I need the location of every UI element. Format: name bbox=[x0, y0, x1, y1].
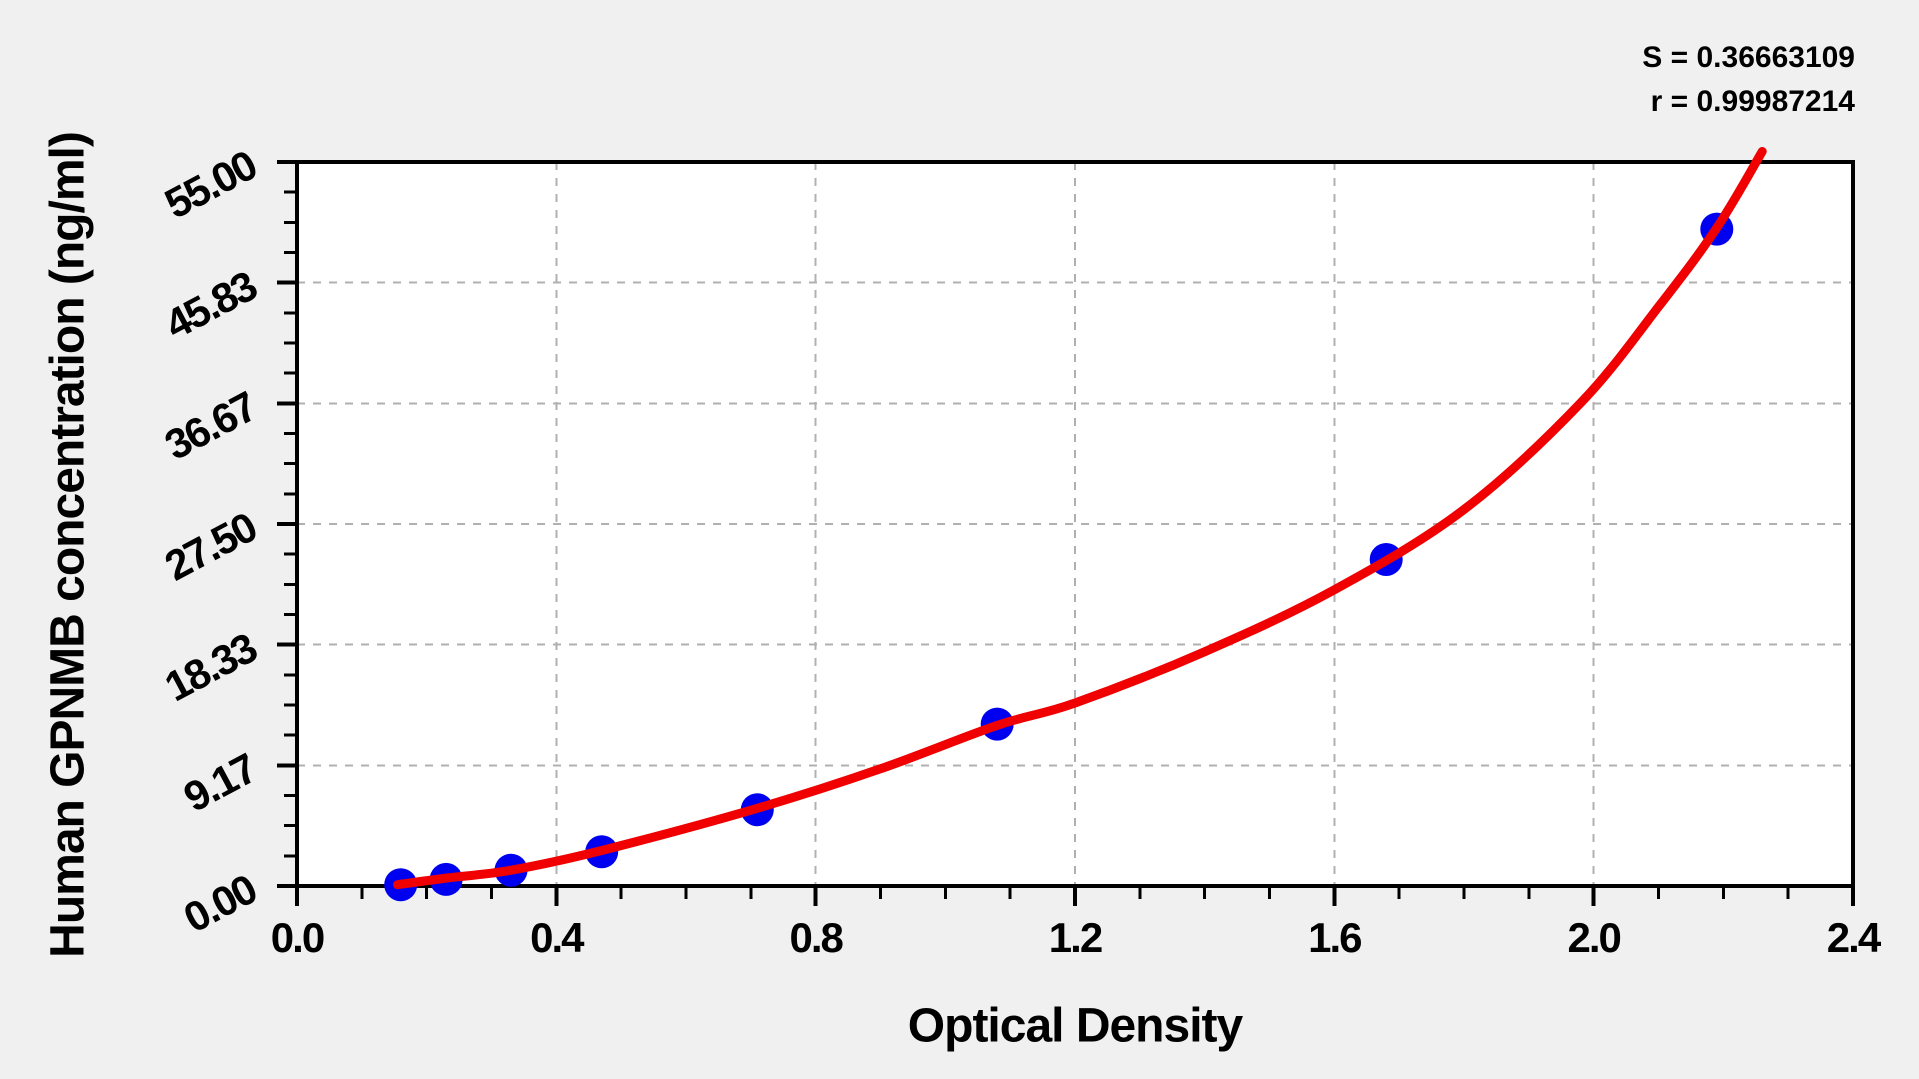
fit-r-value: r = 0.99987214 bbox=[1650, 85, 1855, 118]
y-tick-label: 55.00 bbox=[157, 141, 264, 227]
x-tick-label: 1.2 bbox=[1049, 914, 1102, 961]
x-tick-label: 0.0 bbox=[271, 914, 324, 961]
y-tick-label: 27.50 bbox=[157, 503, 264, 589]
x-tick-label: 2.4 bbox=[1827, 914, 1882, 961]
fit-statistics: S = 0.36663109 r = 0.99987214 bbox=[1642, 36, 1855, 124]
y-tick-label: 18.33 bbox=[157, 624, 264, 710]
y-tick-label: 36.67 bbox=[157, 382, 264, 468]
fit-curve bbox=[393, 147, 1767, 890]
x-tick-label: 0.4 bbox=[530, 914, 585, 961]
x-tick-label: 0.8 bbox=[789, 914, 843, 961]
y-tick-label: 45.83 bbox=[157, 262, 264, 348]
y-tick-label: 9.17 bbox=[176, 744, 264, 820]
x-tick-label: 2.0 bbox=[1567, 914, 1620, 961]
x-axis-title: Optical Density bbox=[907, 999, 1243, 1053]
x-tick-label: 1.6 bbox=[1308, 914, 1361, 961]
fit-s-value: S = 0.36663109 bbox=[1642, 41, 1855, 74]
y-tick-label: 0.00 bbox=[176, 865, 264, 941]
